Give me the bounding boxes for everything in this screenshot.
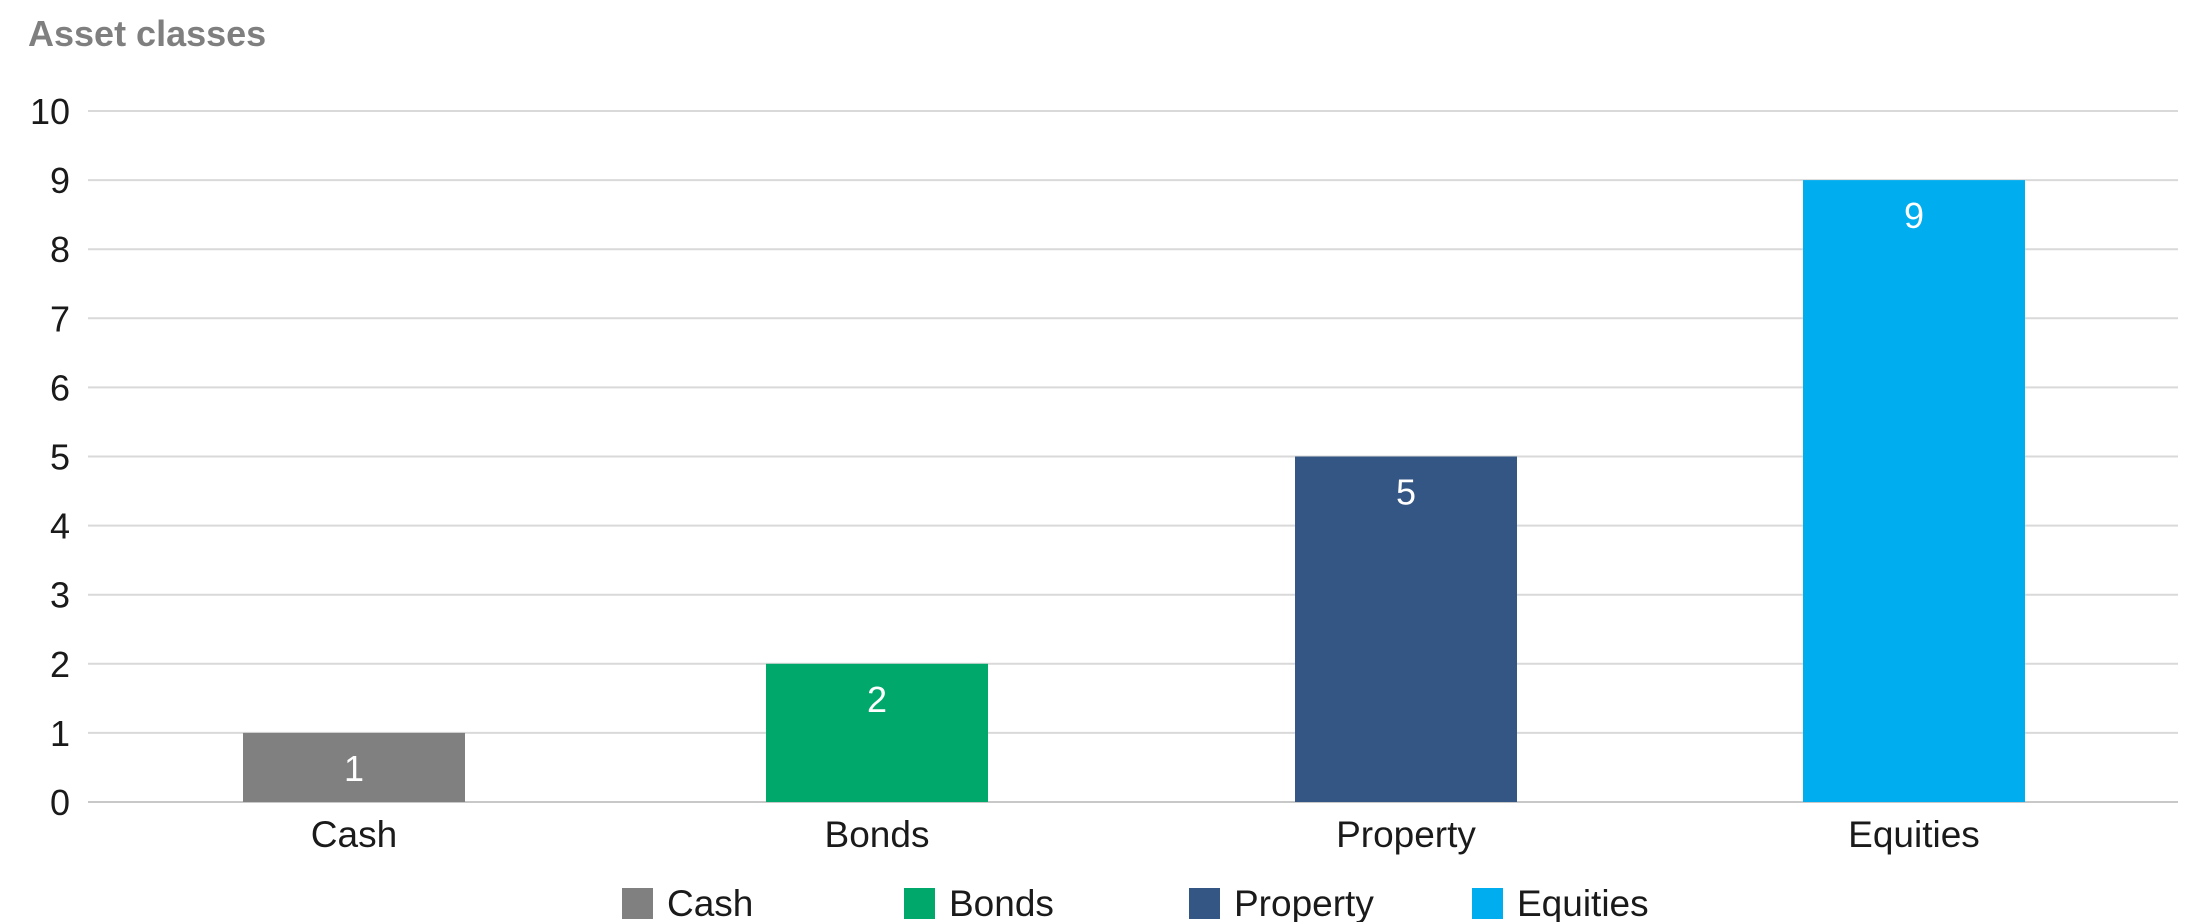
legend: Cash Bonds Property Equities xyxy=(622,883,1649,922)
data-label-bonds: 2 xyxy=(867,679,887,720)
legend-swatch-cash xyxy=(622,888,653,919)
data-labels: 1 2 5 9 xyxy=(344,195,1924,789)
bar-property xyxy=(1295,456,1517,802)
x-category-label-cash: Cash xyxy=(311,814,397,855)
legend-label-equities: Equities xyxy=(1517,883,1649,922)
legend-swatch-equities xyxy=(1472,888,1503,919)
x-category-label-equities: Equities xyxy=(1848,814,1980,855)
y-tick-label-3: 3 xyxy=(50,575,70,616)
data-label-property: 5 xyxy=(1396,472,1416,513)
x-category-label-bonds: Bonds xyxy=(825,814,930,855)
legend-label-property: Property xyxy=(1234,883,1374,922)
x-category-label-property: Property xyxy=(1336,814,1476,855)
y-axis-ticks: 0 1 2 3 4 5 6 7 8 9 10 xyxy=(30,91,70,823)
y-tick-label-4: 4 xyxy=(50,506,70,547)
y-tick-label-9: 9 xyxy=(50,160,70,201)
bar-equities xyxy=(1803,180,2025,803)
chart-title: Asset classes xyxy=(28,13,266,54)
y-tick-label-0: 0 xyxy=(50,782,70,823)
y-tick-label-6: 6 xyxy=(50,367,70,408)
legend-label-cash: Cash xyxy=(667,883,753,922)
data-label-cash: 1 xyxy=(344,748,364,789)
bars xyxy=(243,180,2025,803)
legend-label-bonds: Bonds xyxy=(949,883,1054,922)
y-tick-label-2: 2 xyxy=(50,644,70,685)
y-tick-label-10: 10 xyxy=(30,91,70,132)
legend-swatch-bonds xyxy=(904,888,935,919)
legend-swatch-property xyxy=(1189,888,1220,919)
y-tick-label-8: 8 xyxy=(50,229,70,270)
x-axis-categories: Cash Bonds Property Equities xyxy=(311,814,1980,855)
bar-bonds xyxy=(766,663,988,802)
y-tick-label-7: 7 xyxy=(50,298,70,339)
y-tick-label-1: 1 xyxy=(50,713,70,754)
data-label-equities: 9 xyxy=(1904,195,1924,236)
y-tick-label-5: 5 xyxy=(50,437,70,478)
bar-cash xyxy=(243,732,465,802)
